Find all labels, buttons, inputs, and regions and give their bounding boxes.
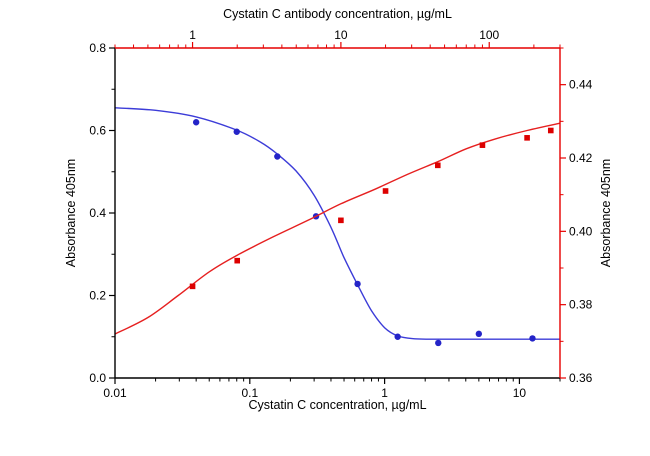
bottom-axis-tick-label: 1 (381, 386, 388, 400)
antibody-titration-curve-data-point (524, 135, 530, 141)
top-axis-tick-label: 10 (334, 28, 348, 42)
antibody-titration-curve-data-point (338, 217, 344, 224)
bottom-axis-tick-label: 0.1 (241, 386, 258, 400)
right-axis-tick-label: 0.42 (569, 151, 593, 165)
top-axis-tick-label: 100 (479, 28, 499, 42)
antibody-titration-curve-data-point (434, 162, 441, 169)
antibody-titration-curve-data-point (234, 257, 241, 264)
antibody-titration-curve-data-point (479, 142, 486, 148)
left-axis-tick-label: 0.8 (89, 41, 106, 55)
cystatin-c-competition-curve-data-point (435, 339, 442, 347)
left-axis-tick-label: 0.2 (89, 289, 106, 303)
cystatin-c-competition-curve-data-point (529, 335, 536, 342)
left-axis-tick-label: 0.6 (89, 124, 106, 138)
right-axis-tick-label: 0.38 (569, 298, 593, 312)
right-axis-tick-label: 0.44 (569, 78, 593, 92)
left-axis-tick-label: 0.4 (89, 206, 106, 220)
right-axis-tick-label: 0.40 (569, 224, 593, 238)
cystatin-c-competition-curve-data-point (233, 128, 240, 135)
antibody-titration-curve-fit-line (114, 122, 561, 335)
cystatin-c-competition-curve-data-point (354, 280, 361, 288)
antibody-titration-curve-data-point (189, 283, 196, 290)
bottom-axis-tick-label: 10 (513, 386, 527, 400)
cystatin-c-competition-curve-data-point (394, 333, 401, 340)
top-axis-title: Cystatin C antibody concentration, µg/mL (223, 7, 452, 21)
bottom-axis-tick-label: 0.01 (103, 386, 127, 400)
top-axis-tick-label: 1 (189, 28, 196, 42)
cystatin-c-competition-curve-fit-line (114, 107, 560, 340)
right-axis-tick-label: 0.36 (569, 371, 593, 385)
cystatin-c-competition-curve-data-point (274, 153, 281, 160)
cystatin-c-competition-curve-data-point (475, 330, 483, 338)
left-axis-tick-label: 0.0 (89, 371, 106, 385)
antibody-titration-curve-data-point (382, 188, 389, 194)
bottom-axis-title: Cystatin C concentration, µg/mL (248, 398, 427, 412)
antibody-titration-curve-data-point (547, 127, 554, 134)
cystatin-c-competition-curve-data-point (192, 119, 200, 126)
